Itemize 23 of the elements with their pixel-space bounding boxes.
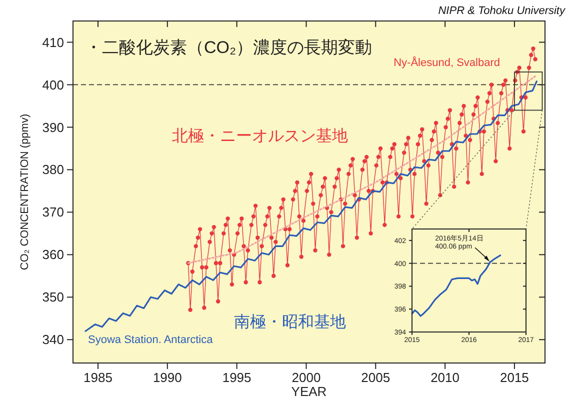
x-tick-label: 2015 (500, 370, 529, 385)
annotation: 南極・昭和基地 (234, 313, 346, 331)
y-tick-label: 350 (42, 290, 64, 305)
y-tick-label: 360 (42, 247, 64, 262)
x-tick-label: 2005 (361, 370, 390, 385)
series-label: Ny-Ålesund, Svalbard (394, 56, 500, 69)
y-tick-label: 340 (42, 332, 64, 348)
text: NIPR & Tohoku University (438, 5, 566, 17)
y-axis-title: CO₂ CONCENTRATION (ppmv) (19, 114, 31, 270)
y-tick-label: 380 (42, 162, 64, 178)
text: ・二酸化炭素（CO₂）濃度の長期変動 (85, 38, 372, 57)
series-label: Syowa Station. Antarctica (88, 334, 214, 346)
annotation: 北極・ニーオルスン基地 (172, 127, 348, 145)
x-axis-title: YEAR (291, 384, 327, 399)
x-tick-label: 2000 (292, 370, 321, 385)
x-tick-label: 1995 (222, 370, 252, 385)
y-tick-label: 400 (42, 77, 64, 92)
y-tick-label: 370 (42, 204, 64, 220)
x-tick-label: 1985 (84, 370, 112, 385)
y-tick-label: 390 (42, 120, 64, 135)
x-tick-label: 1990 (152, 370, 182, 385)
x-tick-label: 2010 (430, 370, 460, 385)
y-tick-label: 410 (42, 34, 64, 50)
